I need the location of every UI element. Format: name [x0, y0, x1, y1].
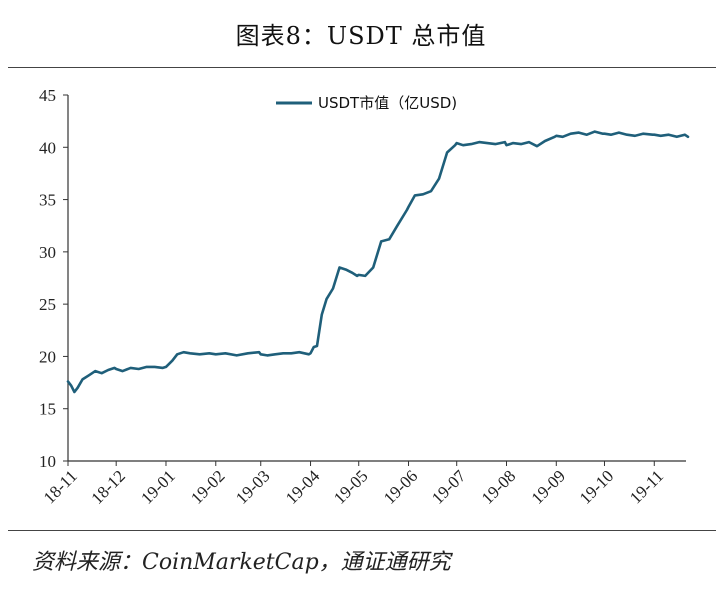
legend: USDT市值（亿USD) [276, 94, 457, 112]
x-tick-label: 18-12 [88, 466, 129, 507]
y-tick-label: 10 [39, 452, 56, 471]
y-axis: 10 15 20 25 30 35 40 45 [39, 86, 69, 471]
x-tick-label: 18-11 [40, 466, 81, 507]
y-tick-label: 30 [39, 243, 56, 262]
bottom-divider [8, 530, 716, 531]
x-tick-label: 19-02 [187, 466, 228, 507]
series-layer [66, 130, 690, 394]
y-tick-label: 45 [39, 86, 56, 105]
x-tick-label: 19-04 [282, 466, 324, 508]
x-tick-label: 19-06 [380, 466, 421, 507]
x-tick-label: 19-03 [232, 466, 273, 507]
top-divider [8, 67, 716, 68]
y-tick-label: 40 [39, 138, 56, 157]
x-tick-label: 19-05 [330, 466, 371, 507]
series-line [66, 130, 690, 394]
figure-title: 图表8：USDT 总市值 [235, 22, 487, 50]
x-tick-label: 19-07 [428, 466, 470, 508]
y-tick-label: 35 [39, 191, 56, 210]
y-tick-label: 15 [39, 400, 56, 419]
source-note: 资料来源：CoinMarketCap，通证通研究 [32, 550, 451, 575]
x-tick-label: 19-01 [137, 466, 178, 507]
x-tick-label: 19-11 [626, 466, 667, 507]
x-tick-label: 19-09 [528, 466, 569, 507]
legend-label: USDT市值（亿USD) [318, 94, 457, 112]
x-tick-label: 19-10 [576, 466, 617, 507]
y-tick-label: 25 [39, 295, 56, 314]
y-tick-label: 20 [39, 347, 56, 366]
x-tick-label: 19-08 [478, 466, 519, 507]
x-axis: 18-11 18-12 19-01 19-02 19-03 19-04 19-05 19-06… [40, 460, 686, 508]
